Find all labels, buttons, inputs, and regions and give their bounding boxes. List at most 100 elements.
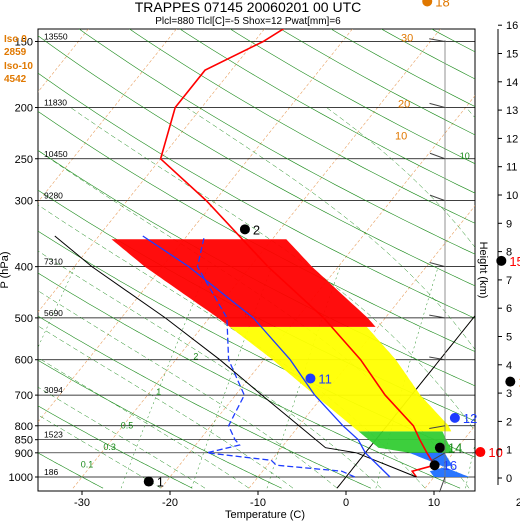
- profile-layer: [54, 29, 436, 478]
- iso10-label: Iso-10: [4, 61, 33, 72]
- wet-bulb-profile: [142, 235, 391, 478]
- temp-tick-label: 10: [428, 497, 440, 509]
- temp-tick-label: -20: [162, 497, 178, 509]
- height-tick-label: 8: [506, 247, 512, 259]
- level-height-label: 1523: [44, 430, 63, 440]
- parcel-profile: [54, 235, 417, 478]
- iso0-label: Iso 0: [4, 34, 27, 45]
- height-tick-label: 12: [506, 133, 518, 145]
- pressure-tick-label: 300: [15, 196, 33, 208]
- isotherm-line: [38, 29, 177, 203]
- mixing-ratio-label: 10: [460, 151, 470, 161]
- pressure-tick-label: 850: [15, 435, 33, 447]
- height-tick-label: 15: [506, 49, 518, 61]
- isotherm-line: [38, 29, 353, 423]
- pressure-tick-label: 200: [15, 103, 33, 115]
- level-height-label: 5690: [44, 308, 63, 318]
- mixing-ratio-label: 1: [156, 387, 161, 397]
- level-height-label: 9280: [44, 191, 63, 201]
- height-tick-label: 10: [506, 190, 518, 202]
- height-tick-label: 9: [506, 218, 512, 230]
- mixing-ratio-line: [465, 443, 475, 489]
- moist-adiabat-line: [70, 107, 475, 432]
- freezing-line: [336, 314, 475, 489]
- height-tick-label: 13: [506, 105, 518, 117]
- index-label-12: 12: [463, 411, 477, 426]
- index-dot-12: [449, 412, 460, 423]
- wind-barb: [429, 425, 446, 430]
- height-tick-label: 14: [506, 77, 518, 89]
- height-tick-label: 3: [506, 388, 512, 400]
- pressure-tick-label: 400: [15, 262, 33, 274]
- index-dot-11: [305, 373, 316, 384]
- cape-band: [409, 452, 470, 477]
- moist-adiabat-line: [38, 325, 294, 489]
- mixing-ratio-label: 0.3: [103, 442, 116, 452]
- height-tick-label: 11: [506, 162, 517, 174]
- moist-adiabat-line: [38, 357, 250, 489]
- wind-barb: [439, 476, 446, 493]
- pressure-tick-label: 150: [15, 36, 33, 48]
- index-dot-14: [434, 442, 445, 453]
- wind-profile: [429, 38, 446, 493]
- y2-axis-title: Height (km): [477, 242, 489, 299]
- y-axis-title: P (hPa): [0, 251, 11, 288]
- height-tick-label: 16: [506, 20, 518, 32]
- pressure-tick-label: 250: [15, 154, 33, 166]
- x-axis-title: Temperature (C): [225, 509, 305, 521]
- wind-barb: [429, 152, 446, 160]
- iso0-value: 2859: [4, 47, 27, 58]
- isotherm-line: [513, 0, 520, 488]
- index-label-2: 2: [253, 222, 260, 237]
- index-label-16: 16: [443, 458, 457, 473]
- index-label-10: 10: [488, 445, 502, 460]
- moist-adiabat-line: [38, 414, 162, 489]
- mixing-ratio-line: [120, 266, 209, 489]
- index-dot-18: [422, 0, 433, 7]
- dry-adiabat-line: [38, 35, 475, 287]
- index-label-18: 18: [435, 0, 449, 9]
- wind-barb: [429, 38, 446, 42]
- chart-title: TRAPPES 07145 20060201 00 UTC: [135, 0, 361, 15]
- isotherm-line: [72, 29, 441, 489]
- temp-tick-label: 20: [516, 497, 520, 509]
- height-tick-label: 5: [506, 332, 512, 344]
- pressure-tick-label: 900: [15, 448, 33, 460]
- index-dot-10: [475, 447, 486, 458]
- dry-adiabat-line: [38, 72, 475, 319]
- wind-barb: [429, 356, 446, 361]
- level-height-label: 7310: [44, 257, 63, 267]
- index-dot-13: [505, 376, 516, 387]
- pressure-tick-label: 500: [15, 313, 33, 325]
- height-tick-label: 7: [506, 275, 512, 287]
- level-height-label: 10450: [44, 149, 68, 159]
- freezing-level-info: Iso 0 2859 Iso-10 4542: [4, 34, 33, 85]
- pressure-tick-label: 800: [15, 421, 33, 433]
- wind-barb: [429, 194, 446, 202]
- index-dot-1: [143, 476, 154, 487]
- dry-adiabat-line: [498, 0, 520, 488]
- height-tick-label: 1: [506, 445, 512, 457]
- moist-adiabat-line: [38, 250, 382, 489]
- dry-adiabat-line: [229, 29, 475, 165]
- wind-barb: [429, 314, 446, 319]
- cape-band: [358, 431, 454, 453]
- index-label-14: 14: [448, 441, 462, 456]
- dry-adiabat-line: [38, 149, 475, 387]
- height-tick-label: 2: [506, 416, 512, 428]
- mixing-ratio-label: 2: [193, 352, 198, 362]
- dry-adiabat-line: [38, 315, 371, 489]
- mixing-ratio-label: 0.5: [121, 421, 134, 431]
- index-dot-2: [239, 224, 250, 235]
- level-height-label: 186: [44, 467, 58, 477]
- level-height-label: 13550: [44, 31, 68, 41]
- temp-tick-label: 0: [343, 497, 349, 509]
- dry-adiabat-label: 20: [398, 99, 410, 111]
- iso10-value: 4542: [4, 74, 27, 85]
- level-height-label: 3094: [44, 385, 63, 395]
- temperature-axis: -30-20-10010203040: [74, 491, 520, 509]
- moist-adiabat-line: [38, 290, 338, 489]
- dry-adiabat-line: [179, 29, 475, 194]
- height-tick-label: 4: [506, 360, 512, 372]
